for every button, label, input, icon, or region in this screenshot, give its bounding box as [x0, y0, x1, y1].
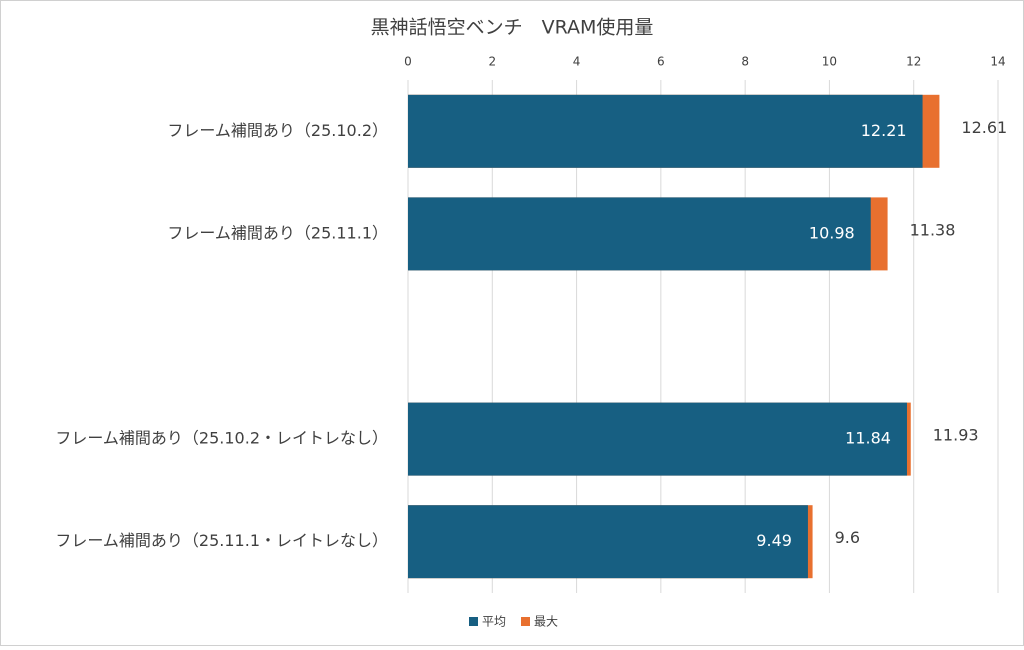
bar: [408, 505, 808, 579]
x-tick-label: 0: [404, 55, 412, 69]
legend-swatch: [521, 617, 530, 626]
x-tick-label: 12: [906, 55, 921, 69]
x-tick-label: 6: [657, 55, 665, 69]
bar: [408, 197, 871, 271]
y-tick-label: フレーム補間あり（25.11.1）: [167, 223, 388, 242]
bar: [408, 94, 923, 168]
chart-title: 黒神話悟空ベンチ VRAM使用量: [371, 17, 654, 39]
x-tick-label: 4: [573, 55, 581, 69]
data-label: 12.21: [861, 121, 907, 140]
legend-swatch: [469, 617, 478, 626]
data-label: 11.93: [933, 426, 979, 445]
data-label: 11.38: [910, 220, 956, 239]
y-tick-label: フレーム補間あり（25.11.1・レイトレなし）: [55, 531, 388, 550]
x-tick-label: 10: [822, 55, 837, 69]
legend-label: 平均: [482, 615, 506, 629]
data-label: 11.84: [845, 429, 891, 448]
x-tick-label: 8: [741, 55, 749, 69]
y-tick-label: フレーム補間あり（25.10.2・レイトレなし）: [55, 429, 388, 448]
x-tick-label: 14: [990, 55, 1005, 69]
x-tick-label: 2: [488, 55, 496, 69]
bar: [408, 402, 907, 476]
legend-label: 最大: [534, 615, 558, 629]
data-label: 9.49: [756, 531, 792, 550]
y-tick-label: フレーム補間あり（25.10.2）: [167, 121, 388, 140]
data-label: 12.61: [961, 118, 1007, 137]
data-label: 10.98: [809, 223, 855, 242]
data-label: 9.6: [835, 528, 860, 547]
